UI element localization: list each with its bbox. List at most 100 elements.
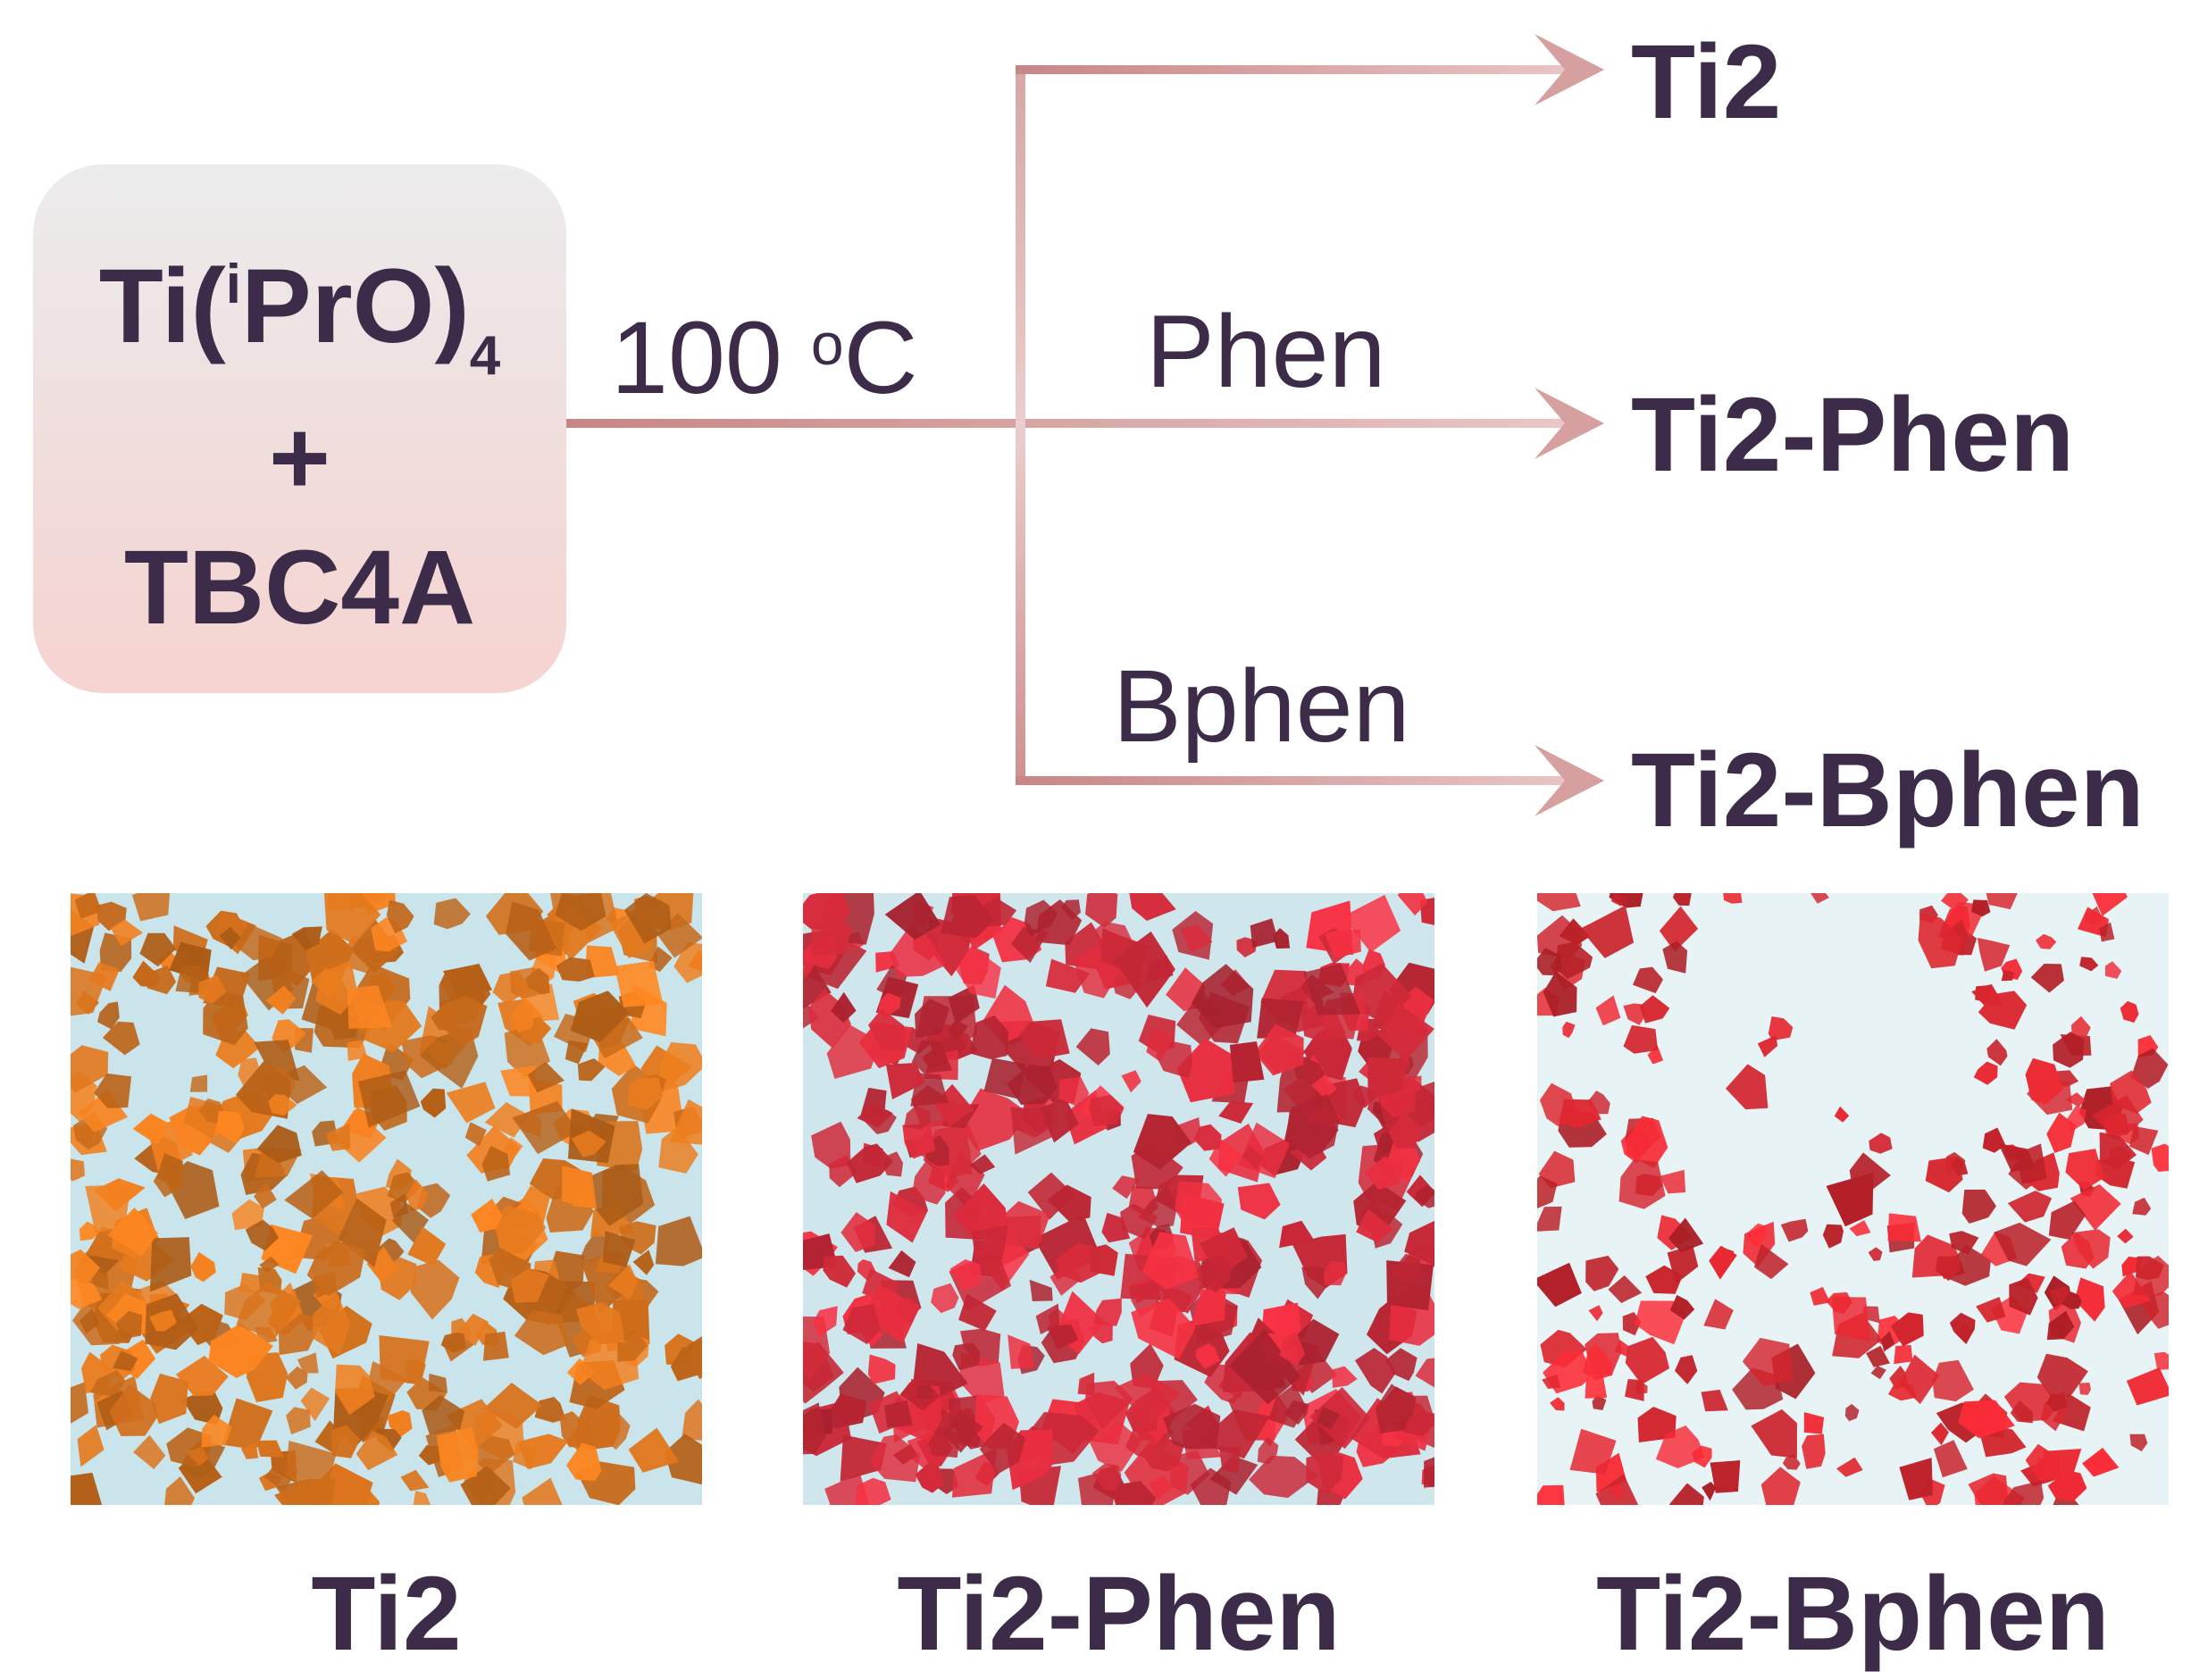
- crystal: [867, 1354, 896, 1384]
- crystal: [1562, 1021, 1576, 1039]
- crystal: [2130, 1048, 2169, 1089]
- crystal: [2153, 1351, 2169, 1370]
- crystal-photo-ti2: [71, 893, 702, 1505]
- crystal: [175, 1355, 229, 1397]
- crystal: [842, 1303, 881, 1345]
- crystal: [840, 1212, 875, 1252]
- crystal: [1810, 1286, 1831, 1306]
- crystal: [255, 1440, 284, 1458]
- crystal: [331, 1425, 361, 1459]
- crystal: [338, 1198, 387, 1268]
- crystal: [1089, 1095, 1125, 1127]
- crystal: [1316, 1406, 1340, 1430]
- crystal: [2129, 1433, 2148, 1451]
- crystal: [1747, 1223, 1767, 1248]
- crystal: [1868, 1247, 1883, 1261]
- crystal: [890, 923, 946, 977]
- crystal: [1935, 1256, 1961, 1282]
- crystal: [2092, 1095, 2144, 1135]
- crystal: [1550, 1397, 1565, 1411]
- crystal: [94, 1073, 132, 1108]
- crystal: [482, 1331, 509, 1361]
- crystal: [2036, 1353, 2088, 1404]
- crystal: [379, 1335, 430, 1385]
- crystal: [1085, 893, 1118, 928]
- crystal: [2036, 933, 2057, 949]
- crystal: [673, 941, 702, 983]
- crystal: [892, 1443, 917, 1465]
- crystal: [1780, 1218, 1809, 1242]
- crystal: [347, 1040, 368, 1061]
- crystal: [1058, 1076, 1090, 1108]
- crystal: [969, 1154, 996, 1174]
- crystal: [1625, 1336, 1669, 1385]
- crystal: [265, 985, 297, 1015]
- branch-bottom-line: [1016, 776, 1596, 785]
- crystal: [347, 985, 393, 1029]
- crystal: [1998, 1143, 2036, 1173]
- crystal: [433, 898, 471, 930]
- crystal: [471, 1199, 503, 1233]
- crystal: [1284, 1400, 1309, 1425]
- crystal: [481, 1145, 511, 1182]
- crystal: [956, 946, 1001, 999]
- crystal: [77, 1425, 105, 1467]
- crystal: [1585, 1373, 1608, 1399]
- crystal: [2136, 1256, 2164, 1280]
- crystal: [2047, 1470, 2087, 1501]
- crystal: [1626, 1116, 1668, 1168]
- crystal: [284, 1170, 344, 1219]
- crystal: [323, 893, 381, 945]
- crystal: [149, 1309, 177, 1332]
- crystal: [1949, 1312, 1976, 1345]
- crystal: [617, 1328, 648, 1362]
- crystal: [387, 1172, 422, 1203]
- crystal: [1583, 1342, 1613, 1381]
- crystal: [1537, 1262, 1582, 1308]
- crystal: [847, 1143, 894, 1183]
- crystal: [1284, 1094, 1340, 1159]
- crystal: [436, 1427, 479, 1483]
- crystal: [2082, 1447, 2120, 1477]
- crystal: [131, 893, 171, 922]
- crystal: [153, 1171, 180, 1198]
- crystal: [888, 1250, 916, 1278]
- crystal: [1149, 1475, 1172, 1500]
- crystal: [1894, 1344, 1913, 1365]
- crystal: [1933, 1440, 1968, 1478]
- crystal: [1899, 1458, 1933, 1500]
- crystal: [2132, 1197, 2152, 1216]
- crystal: [1669, 1483, 1704, 1505]
- crystal: [1585, 1255, 1619, 1291]
- crystal: [868, 1008, 906, 1051]
- crystal: [1701, 1389, 1728, 1412]
- crystal: [1218, 1100, 1254, 1124]
- crystal: [236, 1282, 302, 1341]
- crystal: [1660, 1169, 1686, 1194]
- crystal: [2048, 1200, 2086, 1240]
- caption-ti2-phen: Ti2-Phen: [897, 1555, 1341, 1673]
- crystal: [1890, 1312, 1924, 1347]
- crystal: [286, 1407, 311, 1435]
- crystal: [931, 1283, 959, 1314]
- crystal-image: [803, 893, 1434, 1505]
- crystal: [580, 1231, 610, 1263]
- crystal: [831, 991, 857, 1024]
- crystal: [460, 1466, 511, 1505]
- crystal: [208, 1323, 273, 1378]
- crystal: [1623, 1003, 1646, 1025]
- crystal: [915, 1463, 944, 1493]
- crystal: [576, 1302, 625, 1345]
- crystal: [1607, 1483, 1626, 1500]
- crystal: [222, 1398, 273, 1450]
- crystal: [1306, 1451, 1343, 1495]
- crystal: [1768, 1016, 1794, 1041]
- crystal-image: [1537, 893, 2169, 1505]
- crystal: [803, 1402, 826, 1455]
- crystal: [1554, 941, 1593, 980]
- crystal: [400, 1469, 430, 1492]
- crystal: [189, 1074, 208, 1092]
- crystal: [440, 1333, 466, 1353]
- crystal: [1958, 1400, 2015, 1439]
- crystal: [133, 1434, 166, 1469]
